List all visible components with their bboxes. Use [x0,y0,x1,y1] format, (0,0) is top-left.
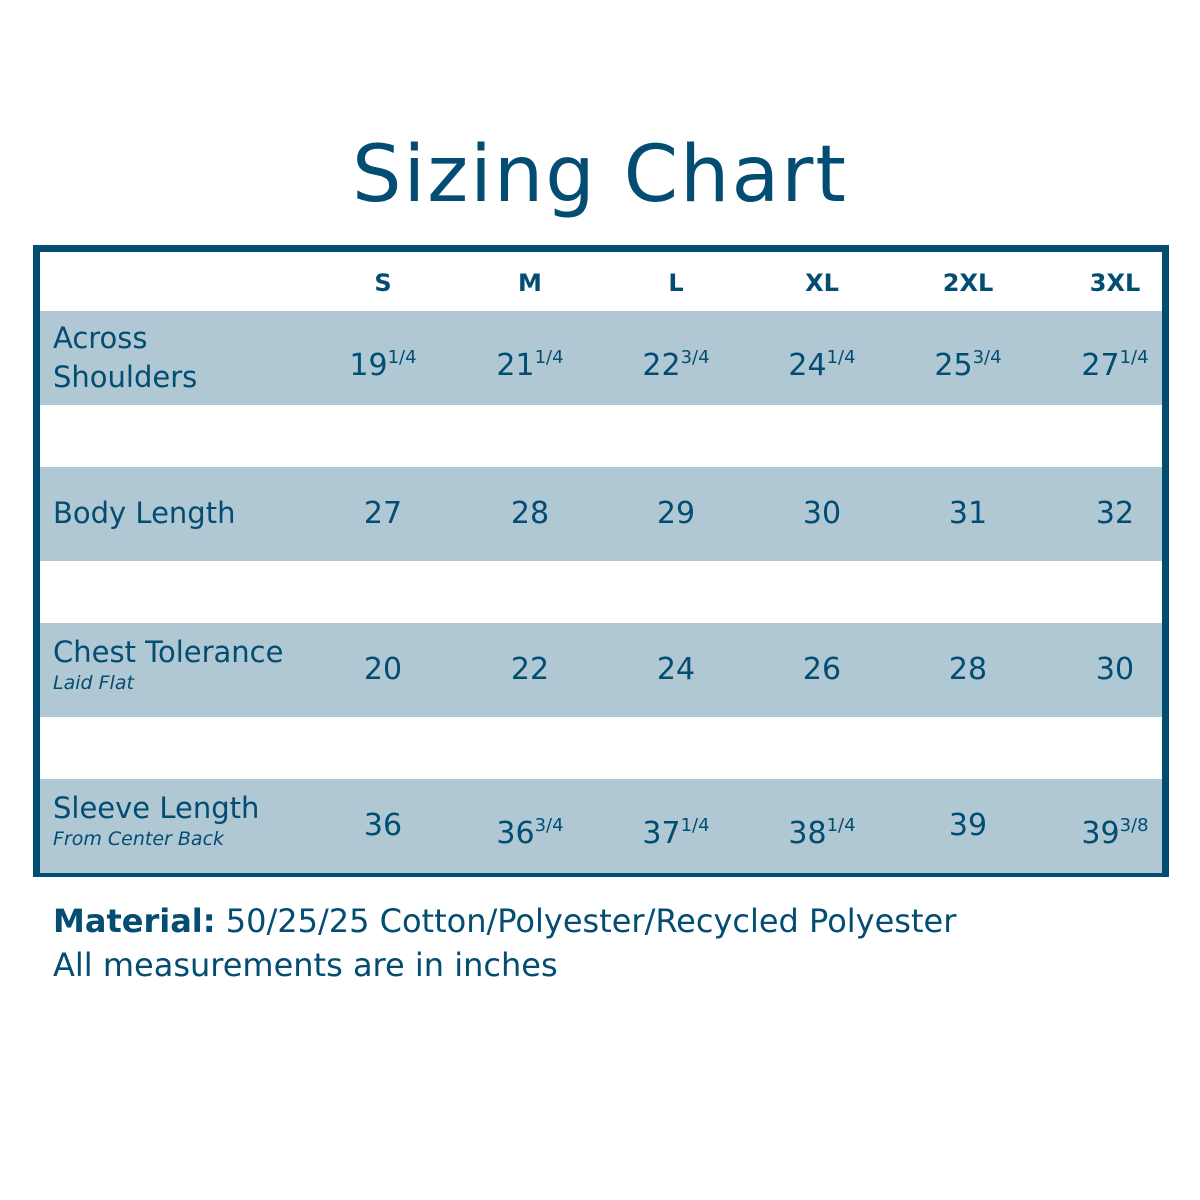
cell-whole: 27 [363,496,403,531]
cell-whole: 37 [642,816,681,851]
units-note: All measurements are in inches [53,946,558,984]
table-cell: 27 [313,467,453,561]
cell-fraction: 1/4 [680,815,710,836]
cell-fraction: 1/4 [387,347,417,368]
row-label-text: Sleeve Length [53,791,260,825]
cell-fraction: 3/4 [972,347,1002,368]
table-cell: 241/4 [752,311,892,405]
cell-whole: 32 [1095,496,1135,531]
size-header: M [518,269,542,297]
table-row: Chest Tolerance Laid Flat 20 22 24 26 28 30 [40,623,1162,717]
cell-fraction: 1/4 [826,815,856,836]
table-cell: 36 [313,779,453,873]
table-cell: 363/4 [460,779,600,873]
size-header: L [668,269,684,297]
table-cell: 393/8 [1045,779,1185,873]
cell-whole: 36 [363,808,403,843]
table-cell: 28 [460,467,600,561]
table-cell: 381/4 [752,779,892,873]
size-header: S [374,269,392,297]
cell-whole: 25 [934,348,973,383]
cell-whole: 28 [510,496,550,531]
size-header: 2XL [942,269,994,297]
cell-fraction: 3/8 [1119,815,1149,836]
cell-whole: 29 [656,496,696,531]
cell-whole: 30 [802,496,842,531]
table-cell: 191/4 [313,311,453,405]
material-line: Material: 50/25/25 Cotton/Polyester/Recy… [53,902,956,940]
table-cell: 371/4 [606,779,746,873]
cell-whole: 30 [1095,652,1135,687]
row-label: Sleeve Length From Center Back [53,789,259,850]
cell-fraction: 3/4 [534,815,564,836]
row-label-text: Chest Tolerance [53,635,284,669]
cell-whole: 22 [510,652,550,687]
sizing-table: S M L XL 2XL 3XL Across Shoulders 191/4 211/4 223… [33,245,1169,877]
cell-fraction: 1/4 [826,347,856,368]
cell-whole: 39 [948,808,988,843]
cell-whole: 26 [802,652,842,687]
table-cell: 24 [606,623,746,717]
row-label: Chest Tolerance Laid Flat [53,633,283,694]
table-row: Sleeve Length From Center Back 36 363/4 371/… [40,779,1162,873]
row-label-text: Body Length [53,496,236,530]
cell-whole: 28 [948,652,988,687]
size-header: 3XL [1089,269,1141,297]
row-sublabel: From Center Back [53,828,225,850]
table-cell: 253/4 [898,311,1038,405]
table-cell: 211/4 [460,311,600,405]
cell-whole: 24 [656,652,696,687]
table-cell: 29 [606,467,746,561]
cell-fraction: 3/4 [680,347,710,368]
table-cell: 31 [898,467,1038,561]
cell-whole: 27 [1081,348,1120,383]
material-value: 50/25/25 Cotton/Polyester/Recycled Polye… [215,902,957,940]
table-cell: 26 [752,623,892,717]
page-title: Sizing Chart [352,130,848,220]
cell-whole: 21 [496,348,535,383]
row-label-text: Across Shoulders [53,321,198,394]
table-cell: 32 [1045,467,1185,561]
material-label: Material: [53,902,216,940]
cell-whole: 19 [349,348,388,383]
table-cell: 30 [1045,623,1185,717]
table-cell: 20 [313,623,453,717]
cell-whole: 31 [948,496,988,531]
cell-whole: 38 [788,816,827,851]
table-cell: 28 [898,623,1038,717]
cell-whole: 24 [788,348,827,383]
table-row: Across Shoulders 191/4 211/4 223/4 241/4 253/… [40,311,1162,405]
cell-whole: 20 [363,652,403,687]
cell-whole: 22 [642,348,681,383]
cell-whole: 39 [1081,816,1120,851]
size-header: XL [805,269,839,297]
table-cell: 30 [752,467,892,561]
row-label: Across Shoulders [53,319,213,397]
table-cell: 223/4 [606,311,746,405]
cell-fraction: 1/4 [1119,347,1149,368]
cell-whole: 36 [496,816,535,851]
table-cell: 22 [460,623,600,717]
table-cell: 271/4 [1045,311,1185,405]
table-cell: 39 [898,779,1038,873]
row-sublabel: Laid Flat [53,672,134,694]
table-row: Body Length 27 28 29 30 31 32 [40,467,1162,561]
row-label: Body Length [53,494,235,533]
cell-fraction: 1/4 [534,347,564,368]
